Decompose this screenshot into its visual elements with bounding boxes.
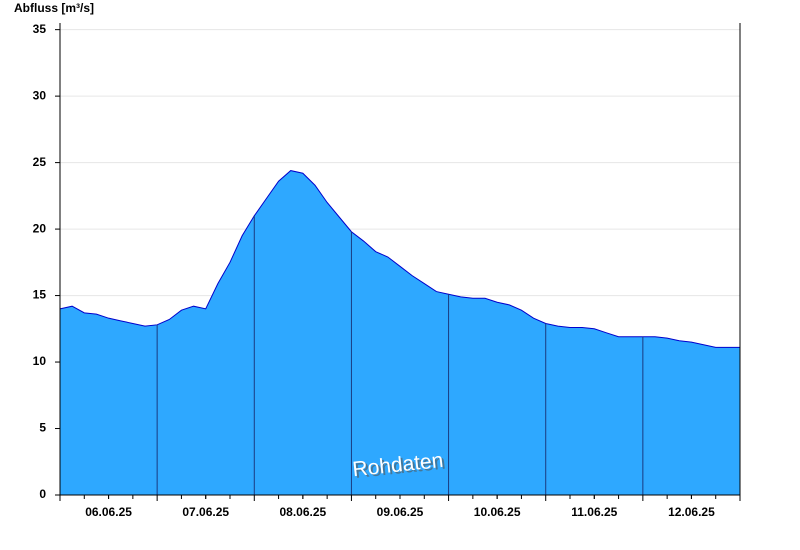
line: [59, 170, 740, 348]
y-tick-label: 15: [33, 288, 47, 302]
y-tick-label: 25: [33, 155, 47, 169]
x-tick-label: 11.06.25: [571, 505, 617, 519]
y-tick-label: 35: [33, 22, 47, 36]
y-tick-label: 0: [39, 487, 46, 501]
y-tick-label: 20: [33, 221, 47, 235]
x-tick-label: 12.06.25: [668, 505, 715, 519]
x-tick-label: 09.06.25: [377, 505, 424, 519]
y-tick-label: 5: [39, 421, 46, 435]
x-tick-label: 06.06.25: [85, 505, 132, 519]
y-tick-label: 10: [33, 354, 47, 368]
y-tick-label: 30: [33, 88, 47, 102]
area: [60, 170, 740, 495]
x-tick-label: 10.06.25: [474, 505, 521, 519]
y-axis-label: Abfluss [m³/s]: [14, 1, 94, 15]
x-tick-label: 07.06.25: [182, 505, 229, 519]
x-tick-label: 08.06.25: [279, 505, 326, 519]
